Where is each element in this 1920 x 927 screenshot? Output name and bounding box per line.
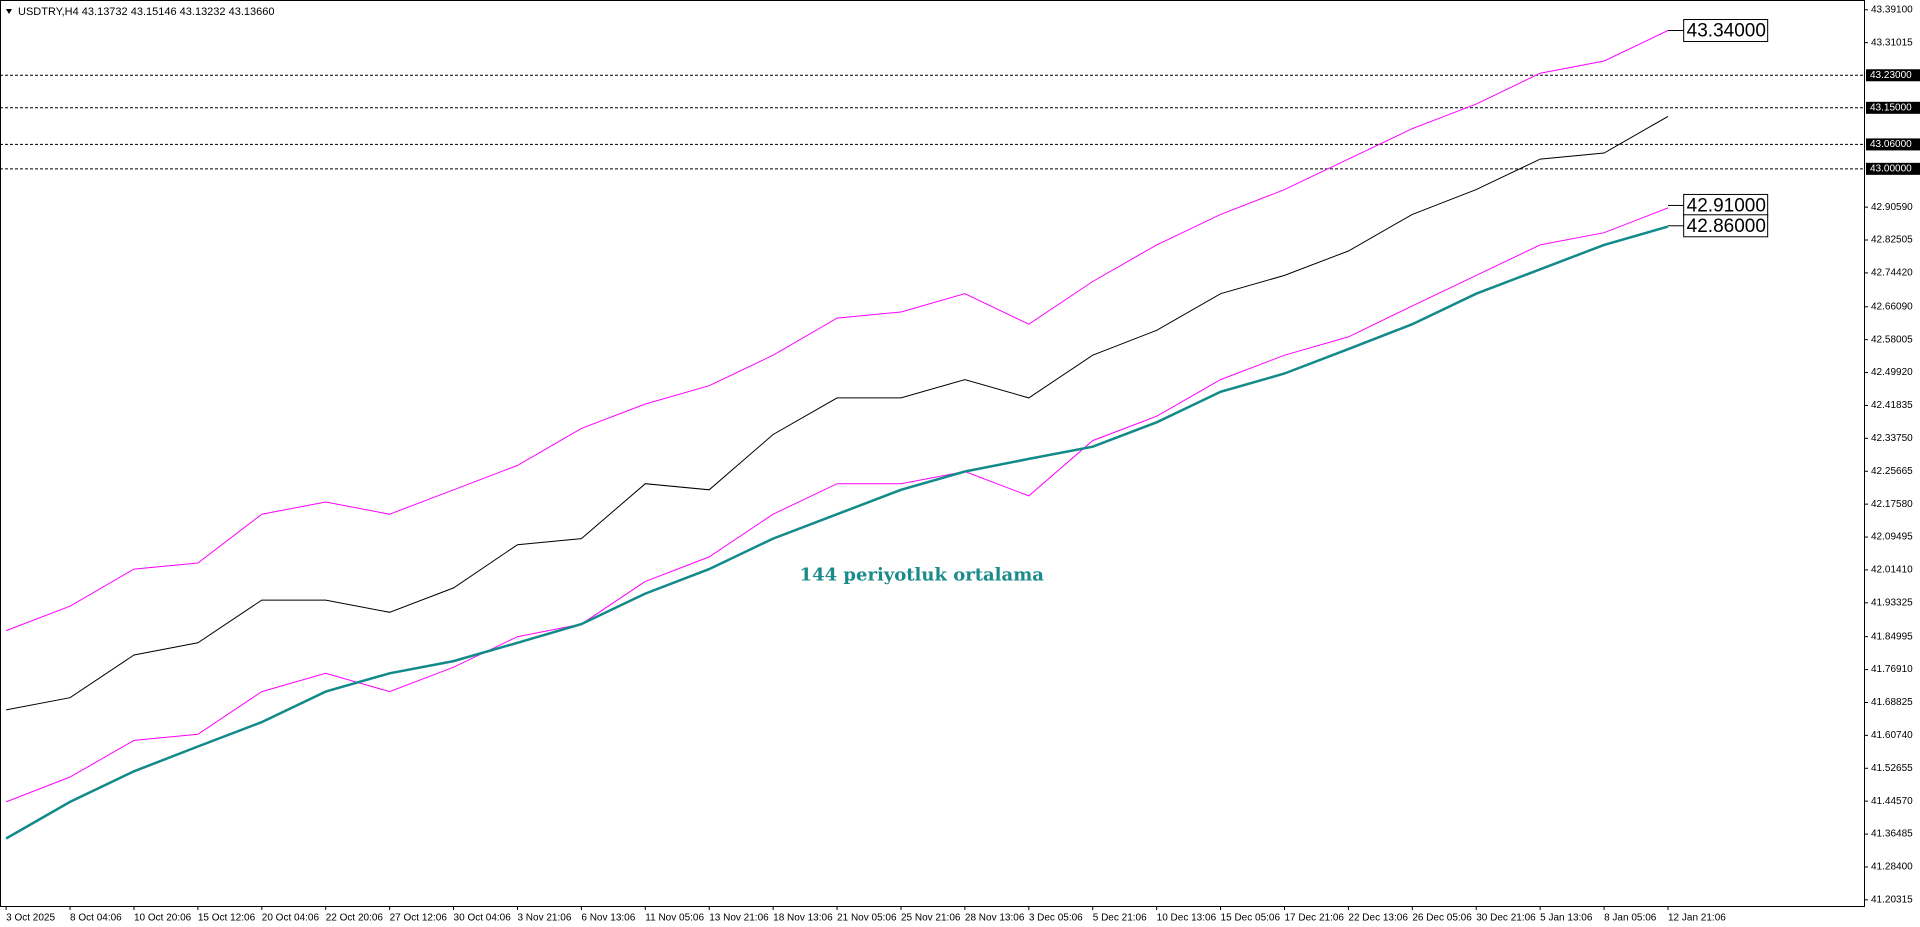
y-tick-label: 41.20315 [1871, 894, 1913, 905]
x-tick-label: 22 Dec 13:06 [1348, 913, 1408, 924]
x-tick-label: 3 Dec 05:06 [1029, 913, 1083, 924]
x-tick-label: 3 Oct 2025 [6, 913, 55, 924]
menu-arrow [6, 9, 12, 14]
x-tick-label: 30 Oct 04:06 [454, 913, 512, 924]
hline-label-bg [1866, 162, 1920, 175]
x-tick-label: 22 Oct 20:06 [326, 913, 384, 924]
x-tick-label: 6 Nov 13:06 [581, 913, 635, 924]
series-line [5, 30, 1669, 632]
y-tick-label: 42.01410 [1871, 565, 1913, 576]
x-tick-label: 8 Oct 04:06 [70, 913, 122, 924]
hline-label: 43.06000 [1870, 139, 1912, 150]
x-tick-label: 18 Nov 13:06 [773, 913, 833, 924]
price-label-box [1683, 19, 1769, 43]
x-tick-label: 12 Jan 21:06 [1668, 913, 1726, 924]
plot-frame [0, 0, 1865, 907]
y-tick-label: 42.49920 [1871, 367, 1913, 378]
hline-label-bg [1866, 69, 1920, 82]
y-tick-label: 42.33750 [1871, 433, 1913, 444]
x-tick-label: 13 Nov 21:06 [709, 913, 769, 924]
y-tick-label: 41.68825 [1871, 697, 1913, 708]
price-label: 42.91000 [1687, 195, 1766, 216]
x-tick-label: 15 Dec 05:06 [1221, 913, 1281, 924]
hline-label-bg [1866, 138, 1920, 151]
x-tick-label: 3 Nov 21:06 [517, 913, 571, 924]
series-line [6, 115, 1669, 711]
y-tick-label: 42.66090 [1871, 301, 1913, 312]
y-tick-label: 42.41835 [1871, 400, 1913, 411]
x-tick-label: 21 Nov 05:06 [837, 913, 897, 924]
price-label: 43.34000 [1687, 21, 1766, 42]
y-tick-label: 42.25665 [1871, 466, 1913, 477]
y-tick-label: 41.84995 [1871, 631, 1913, 642]
y-tick-label: 43.31015 [1871, 37, 1913, 48]
y-tick-label: 42.17580 [1871, 499, 1913, 510]
series-line [5, 225, 1669, 840]
x-tick-label: 25 Nov 21:06 [901, 913, 961, 924]
x-tick-label: 8 Jan 05:06 [1604, 913, 1657, 924]
y-tick-label: 41.52655 [1871, 763, 1913, 774]
x-tick-label: 5 Jan 13:06 [1540, 913, 1593, 924]
series-line [5, 207, 1669, 803]
hline-label-bg [1866, 101, 1920, 114]
x-tick-label: 20 Oct 04:06 [262, 913, 320, 924]
y-tick-label: 41.93325 [1871, 597, 1913, 608]
x-tick-label: 26 Dec 05:06 [1412, 913, 1472, 924]
y-tick-label: 43.39100 [1871, 4, 1913, 15]
annotation: 144 periyotluk ortalama [800, 565, 1045, 586]
x-tick-label: 30 Dec 21:06 [1476, 913, 1536, 924]
x-tick-label: 17 Dec 21:06 [1284, 913, 1344, 924]
x-tick-label: 10 Oct 20:06 [134, 913, 192, 924]
hline-label: 43.00000 [1870, 163, 1912, 174]
y-tick-label: 42.82505 [1871, 235, 1913, 246]
y-tick-label: 41.44570 [1871, 796, 1913, 807]
y-tick-label: 41.60740 [1871, 730, 1913, 741]
x-tick-label: 28 Nov 13:06 [965, 913, 1025, 924]
price-label: 42.86000 [1687, 216, 1766, 237]
x-tick-label: 15 Oct 12:06 [198, 913, 256, 924]
y-tick-label: 42.74420 [1871, 268, 1913, 279]
hline-label: 43.23000 [1870, 70, 1912, 81]
x-tick-label: 10 Dec 13:06 [1157, 913, 1217, 924]
y-tick-label: 41.28400 [1871, 862, 1913, 873]
y-tick-label: 41.76910 [1871, 664, 1913, 675]
x-tick-label: 11 Nov 05:06 [645, 913, 704, 924]
y-tick-label: 41.36485 [1871, 829, 1913, 840]
hline-label: 43.15000 [1870, 102, 1912, 113]
price-label-box [1683, 214, 1769, 238]
header: USDTRY,H4 43.13732 43.15146 43.13232 43.… [18, 6, 274, 18]
y-tick-label: 42.90590 [1871, 202, 1913, 213]
y-tick-label: 42.58005 [1871, 334, 1913, 345]
y-tick-label: 42.09495 [1871, 532, 1913, 543]
x-tick-label: 5 Dec 21:06 [1093, 913, 1147, 924]
x-tick-label: 27 Oct 12:06 [390, 913, 448, 924]
